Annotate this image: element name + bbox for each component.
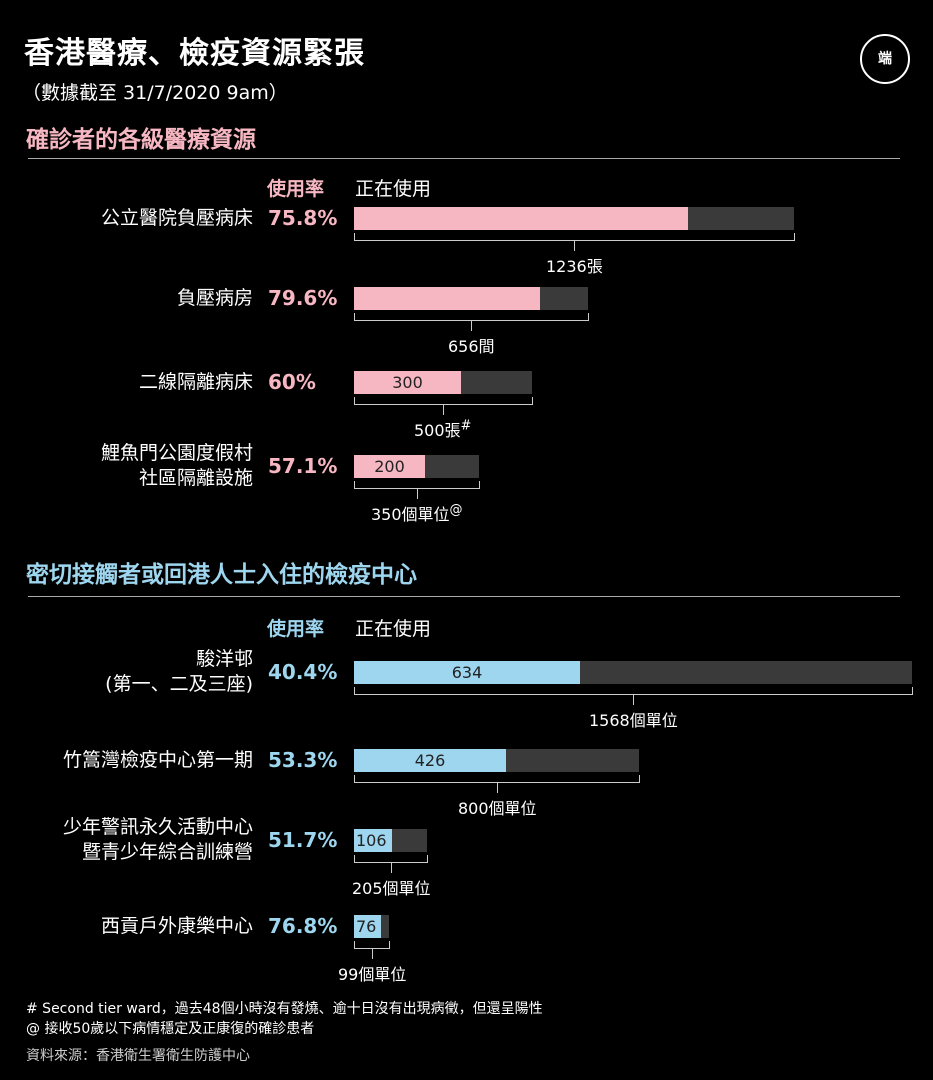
capacity-value: 1568個單位 xyxy=(589,711,678,730)
bar-in-use xyxy=(354,207,688,230)
capacity-label: 99個單位 xyxy=(338,961,406,985)
header-using: 正在使用 xyxy=(355,618,432,640)
bar-capacity xyxy=(354,207,794,230)
bracket-tick xyxy=(497,783,498,793)
page-title: 香港醫療、檢疫資源緊張 xyxy=(24,36,365,71)
usage-rate: 40.4% xyxy=(268,660,338,684)
row-label: 負壓病房 xyxy=(177,286,253,311)
capacity-value: 350個單位 xyxy=(371,505,450,524)
capacity-bracket xyxy=(354,775,640,783)
logo-icon: 端 xyxy=(860,34,910,84)
header-rate: 使用率 xyxy=(267,618,325,640)
capacity-label: 1236張 xyxy=(546,253,603,277)
bar-capacity: 106 xyxy=(354,829,427,852)
row-label: 少年警訊永久活動中心暨青少年綜合訓練營 xyxy=(63,815,253,865)
bar-in-use xyxy=(354,287,540,310)
usage-rate: 75.8% xyxy=(268,206,338,230)
usage-rate: 53.3% xyxy=(268,748,338,772)
bracket-tick xyxy=(443,405,444,415)
header-using: 正在使用 xyxy=(355,178,432,200)
bar-capacity: 200 xyxy=(354,455,479,478)
bracket-tick xyxy=(471,321,472,331)
capacity-value: 500張 xyxy=(414,421,461,440)
bar-in-use xyxy=(354,661,580,684)
capacity-label: 205個單位 xyxy=(352,875,431,899)
capacity-bracket xyxy=(354,855,428,863)
capacity-bracket xyxy=(354,941,390,949)
usage-rate: 57.1% xyxy=(268,454,338,478)
row-label: 竹篙灣檢疫中心第一期 xyxy=(63,748,253,773)
capacity-label: 350個單位@ xyxy=(371,501,463,525)
row-label-line: 公立醫院負壓病床 xyxy=(100,206,253,229)
bracket-tick xyxy=(391,863,392,873)
capacity-bracket xyxy=(354,397,533,405)
bar-in-use xyxy=(354,371,461,394)
bar-value-label: 300 xyxy=(392,373,423,392)
usage-rate: 79.6% xyxy=(268,286,338,310)
row-label: 駿洋邨 (第一、二及三座) xyxy=(105,647,253,697)
capacity-value: 205個單位 xyxy=(352,879,431,898)
capacity-label: 500張# xyxy=(414,417,471,441)
bracket-tick xyxy=(574,241,575,251)
row-label-line: 駿洋邨 xyxy=(195,648,253,670)
bar-value-label: 106 xyxy=(356,831,387,850)
bar-in-use xyxy=(354,829,392,852)
bar-value-label: 426 xyxy=(414,751,446,770)
bar-value-label: 200 xyxy=(374,457,405,476)
capacity-bracket xyxy=(354,313,589,321)
row-label-line: 社區隔離設施 xyxy=(138,467,253,489)
capacity-bracket xyxy=(354,687,913,695)
usage-rate: 76.8% xyxy=(268,914,338,938)
row-label-line: 竹篙灣檢疫中心第一期 xyxy=(62,748,253,771)
usage-rate: 51.7% xyxy=(268,828,338,852)
usage-rate: 60% xyxy=(268,370,316,394)
capacity-bracket xyxy=(354,481,480,489)
row-label-line: (第一、二及三座) xyxy=(105,673,253,695)
row-label-line: 暨青少年綜合訓練營 xyxy=(81,841,253,863)
capacity-bracket xyxy=(354,233,795,241)
row-label-line: 負壓病房 xyxy=(176,286,253,309)
bracket-tick xyxy=(417,489,418,499)
section-title: 密切接觸者或回港人士入住的檢疫中心 xyxy=(26,562,417,588)
bar-capacity: 300 xyxy=(354,371,532,394)
capacity-label: 656間 xyxy=(448,333,495,357)
bar-capacity: 634 xyxy=(354,661,912,684)
row-label-line: 鯉魚門公園度假村 xyxy=(100,442,253,464)
row-label-line: 少年警訊永久活動中心 xyxy=(62,816,253,838)
capacity-value: 800個單位 xyxy=(458,799,537,818)
divider xyxy=(28,158,900,159)
bar-value-label: 634 xyxy=(451,663,483,682)
row-label: 西貢戶外康樂中心 xyxy=(101,914,253,939)
footnote-at: @ 接收50歲以下病情穩定及正康復的確診患者 xyxy=(26,1021,315,1037)
footnote-mark: # xyxy=(460,418,472,434)
divider xyxy=(28,596,900,597)
row-label: 公立醫院負壓病床 xyxy=(101,206,253,231)
footnote-hash: # Second tier ward，過去48個小時沒有發燒、逾十日沒有出現病徵… xyxy=(26,1001,543,1017)
bar-in-use xyxy=(354,749,506,772)
bar-capacity: 76 xyxy=(354,915,389,938)
section-title: 確診者的各級醫療資源 xyxy=(26,127,256,153)
row-label: 鯉魚門公園度假村社區隔離設施 xyxy=(101,441,253,491)
bar-capacity xyxy=(354,287,588,310)
header-rate: 使用率 xyxy=(267,178,325,200)
capacity-value: 1236張 xyxy=(546,257,603,276)
bar-capacity: 426 xyxy=(354,749,639,772)
capacity-label: 800個單位 xyxy=(458,795,537,819)
page-subtitle: （數據截至 31/7/2020 9am） xyxy=(22,82,288,104)
bar-in-use xyxy=(354,455,425,478)
capacity-value: 99個單位 xyxy=(338,965,407,984)
row-label: 二線隔離病床 xyxy=(139,370,253,395)
row-label-line: 西貢戶外康樂中心 xyxy=(100,914,253,937)
bar-in-use xyxy=(354,915,381,938)
capacity-value: 656間 xyxy=(448,337,495,356)
row-label-line: 二線隔離病床 xyxy=(138,370,253,393)
footnote-mark: @ xyxy=(449,502,463,518)
bar-value-label: 76 xyxy=(356,917,377,936)
source-note: 資料來源：香港衛生署衛生防護中心 xyxy=(26,1048,250,1064)
capacity-label: 1568個單位 xyxy=(589,707,678,731)
bracket-tick xyxy=(372,949,373,959)
bracket-tick xyxy=(633,695,634,705)
